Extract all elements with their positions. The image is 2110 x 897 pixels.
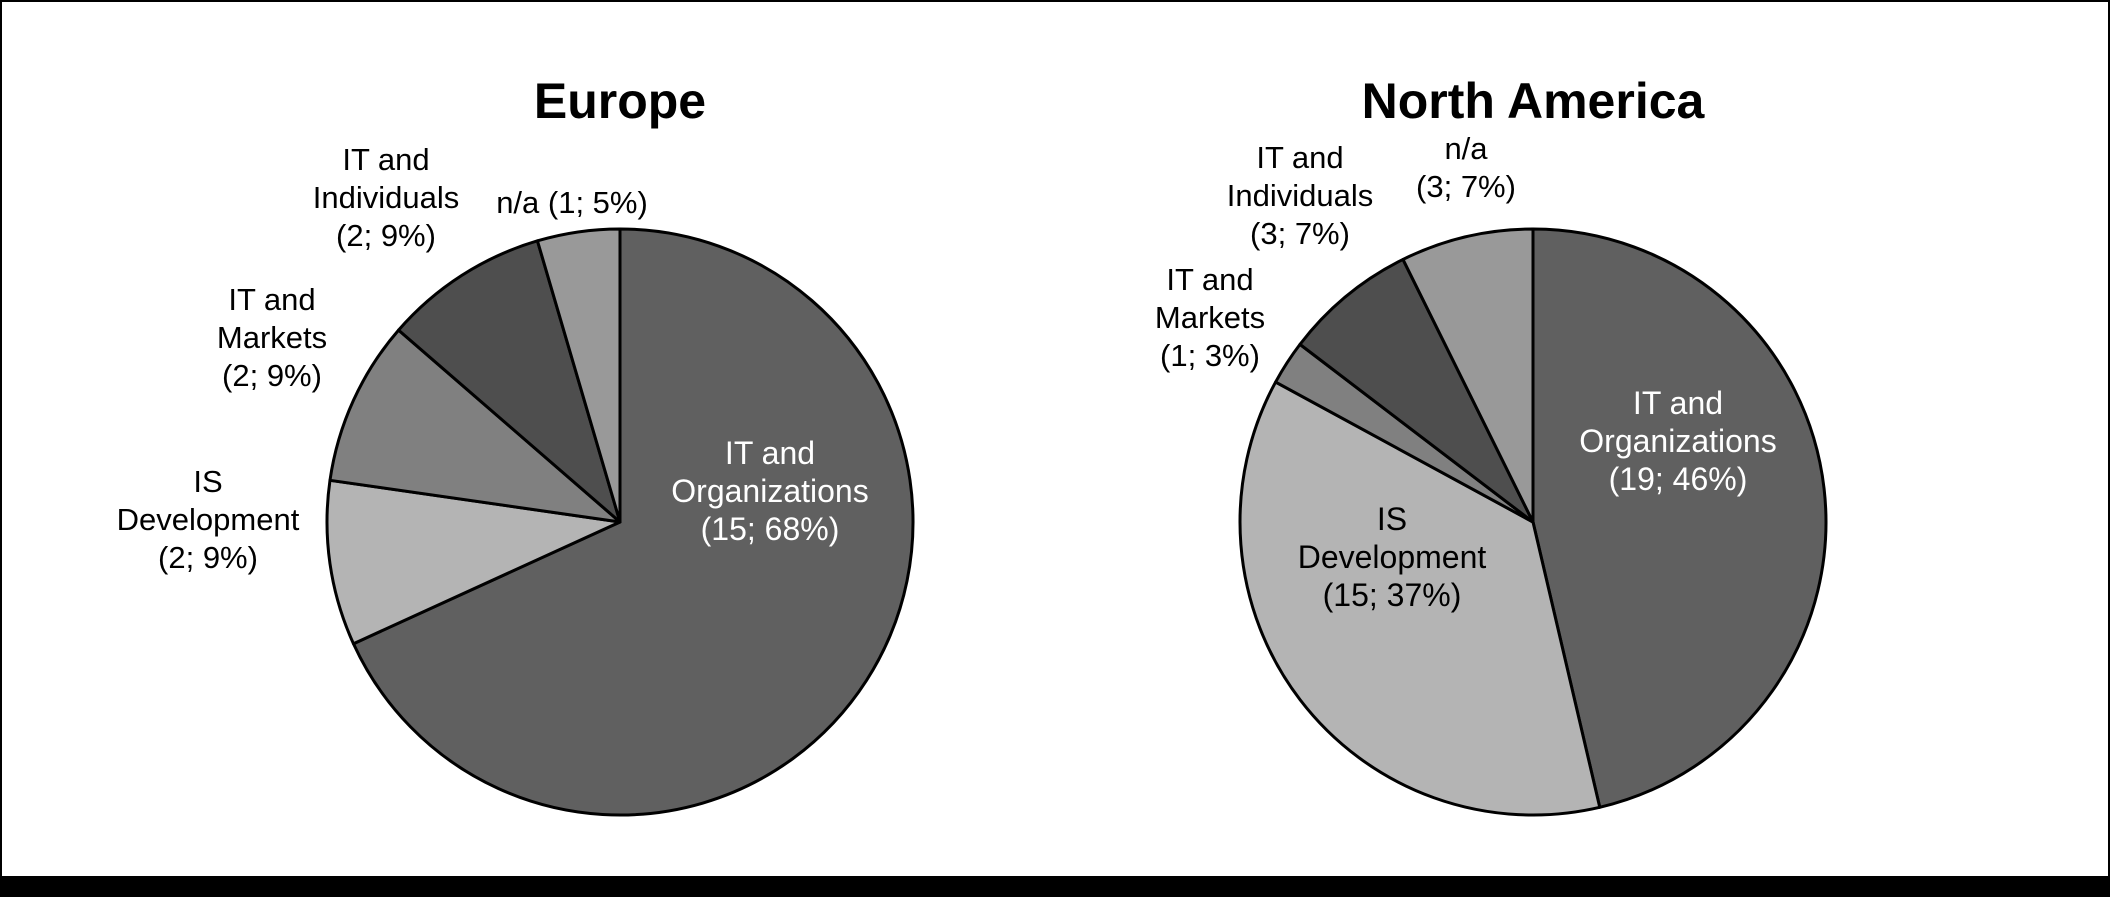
pie-1-label-it-and-individuals-line-0: IT and bbox=[1256, 140, 1343, 175]
pie-1-label-it-and-individuals-line-2: (3; 7%) bbox=[1250, 216, 1350, 251]
pie-1-slice-na bbox=[1401, 227, 1535, 524]
pie-0-label-it-and-organizations-line-0: IT and bbox=[725, 435, 815, 471]
pie-0-label-na-line-0: n/a (1; 5%) bbox=[496, 185, 648, 220]
pie-1-label-it-and-markets-line-0: IT and bbox=[1166, 262, 1253, 297]
pie-0-label-is-development-line-1: Development bbox=[117, 502, 300, 537]
pie-0-label-it-and-individuals-line-2: (2; 9%) bbox=[336, 218, 436, 253]
pie-1-label-is-development-line-0: IS bbox=[1377, 501, 1407, 537]
pie-0-label-it-and-organizations-line-1: Organizations bbox=[671, 473, 868, 509]
pie-0-label-is-development: IS Development (2; 9%) bbox=[117, 464, 300, 575]
pie-0-label-na: n/a (1; 5%) bbox=[496, 185, 648, 220]
pie-1-label-it-and-organizations: IT and Organizations (19; 46%) bbox=[1579, 385, 1776, 497]
pie-1-label-is-development-line-2: (15; 37%) bbox=[1323, 577, 1462, 613]
pie-1-label-it-and-organizations-line-2: (19; 46%) bbox=[1609, 461, 1748, 497]
pie-0-label-it-and-individuals: IT and Individuals (2; 9%) bbox=[313, 142, 459, 253]
pie-0-label-it-and-markets-line-2: (2; 9%) bbox=[222, 358, 322, 393]
pie-1-label-na-line-1: (3; 7%) bbox=[1416, 169, 1516, 204]
pie-1-label-it-and-markets-line-2: (1; 3%) bbox=[1160, 338, 1260, 373]
pie-1-label-na-line-0: n/a bbox=[1444, 131, 1488, 166]
pie-1-label-it-and-organizations-line-0: IT and bbox=[1633, 385, 1723, 421]
pie-0-slice-na bbox=[535, 227, 622, 524]
pie-0-label-is-development-line-2: (2; 9%) bbox=[158, 540, 258, 575]
pie-0-label-it-and-organizations: IT and Organizations (15; 68%) bbox=[671, 435, 868, 547]
bottom-bar bbox=[0, 878, 2110, 897]
pie-1-label-it-and-organizations-line-1: Organizations bbox=[1579, 423, 1776, 459]
pie-0-label-it-and-individuals-line-0: IT and bbox=[342, 142, 429, 177]
pie-1-label-na: n/a (3; 7%) bbox=[1416, 131, 1516, 204]
pie-0-label-it-and-individuals-line-1: Individuals bbox=[313, 180, 459, 215]
chart-title-north-america: North America bbox=[1362, 73, 1706, 129]
pie-0-label-it-and-markets: IT and Markets (2; 9%) bbox=[217, 282, 327, 393]
pie-1-label-it-and-markets: IT and Markets (1; 3%) bbox=[1155, 262, 1265, 373]
pie-0-label-it-and-organizations-line-2: (15; 68%) bbox=[701, 511, 840, 547]
pie-0-slice-it-and-individuals bbox=[397, 239, 622, 524]
pie-1-label-is-development: IS Development (15; 37%) bbox=[1298, 501, 1487, 613]
pie-0-label-is-development-line-0: IS bbox=[193, 464, 222, 499]
pie-1-label-is-development-line-1: Development bbox=[1298, 539, 1487, 575]
pie-1-slice-it-and-organizations bbox=[1531, 227, 1828, 809]
pie-0-slice-is-development bbox=[325, 478, 622, 646]
pie-1-label-it-and-markets-line-1: Markets bbox=[1155, 300, 1265, 335]
pie-1-slice-it-and-individuals bbox=[1298, 257, 1535, 524]
pie-1-label-it-and-individuals: IT and Individuals (3; 7%) bbox=[1227, 140, 1373, 251]
pie-0-label-it-and-markets-line-0: IT and bbox=[228, 282, 315, 317]
chart-title-europe: Europe bbox=[534, 73, 706, 129]
pie-0-label-it-and-markets-line-1: Markets bbox=[217, 320, 327, 355]
pie-1-label-it-and-individuals-line-1: Individuals bbox=[1227, 178, 1373, 213]
pie-1-slice-is-development bbox=[1238, 380, 1602, 817]
pie-0-slice-it-and-organizations bbox=[351, 227, 915, 817]
pie-0-slice-it-and-markets bbox=[328, 328, 622, 524]
